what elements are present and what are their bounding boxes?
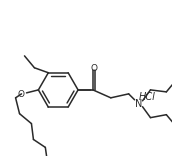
Text: HCl: HCl xyxy=(139,92,156,102)
Text: N: N xyxy=(135,99,142,109)
Text: O: O xyxy=(17,90,24,99)
Text: O: O xyxy=(90,64,97,73)
